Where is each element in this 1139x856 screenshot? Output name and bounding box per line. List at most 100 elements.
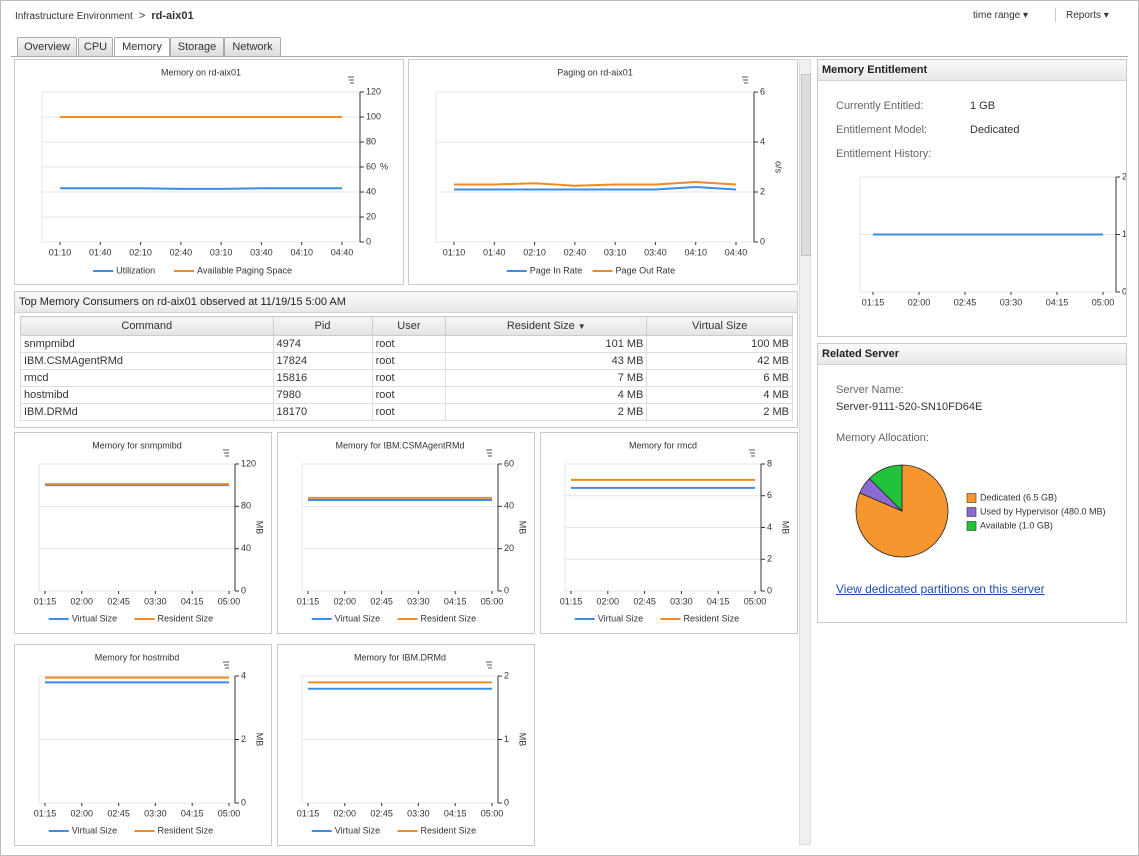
x-tick-label: 04:15 (444, 808, 467, 818)
legend-label: Resident Size (421, 613, 477, 623)
legend-label: Resident Size (684, 613, 740, 623)
chart-panel: Memory for hostmibd 0 2 4 MB 01:15 02:00 02:45 0… (14, 644, 272, 846)
pie-slice (868, 464, 903, 512)
table-cell: 4974 (272, 335, 373, 353)
tab[interactable]: Network (224, 37, 281, 56)
x-tick-label: 02:45 (954, 297, 977, 307)
legend-label: Page Out Rate (616, 265, 676, 275)
y-axis-label: MB (518, 521, 528, 535)
table-cell: 101 MB (445, 335, 648, 353)
x-tick-label: 01:10 (443, 247, 466, 257)
chart: Memory on rd-aix01 0 20 40 60 80 100 120% 01:10 0… (41, 67, 388, 275)
legend-swatch (966, 493, 977, 503)
table-cell: 7 MB (445, 369, 648, 387)
chart-menu-icon[interactable] (223, 661, 229, 669)
panel-title: Related Server (818, 344, 1126, 365)
related-server-panel: Dedicated (6.5 GB) Used by Hypervisor (48… (817, 343, 1127, 623)
chart-title: Memory for hostmibd (95, 652, 180, 662)
y-tick-label: 80 (366, 136, 376, 146)
column-header[interactable]: Resident Size ▼ (445, 316, 648, 336)
chart-menu-icon[interactable] (749, 449, 755, 457)
field-value: 1 GB (970, 100, 996, 112)
x-tick-label: 02:00 (334, 596, 357, 606)
table-cell: snmpmibd (20, 335, 274, 353)
legend-label: Resident Size (158, 613, 214, 623)
tab[interactable]: Storage (170, 37, 224, 56)
breadcrumb-parent[interactable]: Infrastructure Environment (15, 11, 133, 22)
column-header[interactable]: Pid (272, 316, 373, 336)
x-tick-label: 05:00 (218, 596, 241, 606)
y-tick-label: 0 (366, 236, 371, 246)
x-tick-label: 05:00 (744, 596, 767, 606)
chart-panel: Memory for IBM.CSMAgentRMd 0 20 40 60 MB 01:15… (277, 432, 535, 634)
table-cell: 18170 (272, 403, 373, 421)
field-label: Entitlement History: (836, 148, 932, 160)
y-axis-label: MB (781, 521, 791, 535)
y-tick-label: 4 (760, 136, 765, 146)
legend-label: Virtual Size (598, 613, 643, 623)
x-tick-label: 02:10 (523, 247, 546, 257)
x-tick-label: 03:30 (144, 808, 167, 818)
x-tick-label: 03:30 (144, 596, 167, 606)
x-tick-label: 01:40 (89, 247, 112, 257)
y-tick-label: 0 (760, 236, 765, 246)
chart-menu-icon[interactable] (486, 449, 492, 457)
consumers-table: Command Pid User Resident Size ▼ Virtual… (20, 316, 793, 421)
time-range-button[interactable]: time range ▾ (973, 10, 1029, 21)
x-tick-label: 02:45 (370, 808, 393, 818)
y-axis-label: MB (255, 521, 265, 535)
y-tick-label: 0 (504, 585, 509, 595)
x-tick-label: 03:30 (407, 596, 430, 606)
x-tick-label: 02:00 (597, 596, 620, 606)
table-cell: rmcd (20, 369, 274, 387)
column-header[interactable]: User (371, 316, 447, 336)
chart-menu-icon[interactable] (742, 76, 748, 84)
tab[interactable]: Overview (17, 37, 77, 56)
legend-label: Used by Hypervisor (480.0 MB) (980, 506, 1106, 516)
x-tick-label: 04:40 (331, 247, 354, 257)
field-value: Dedicated (970, 124, 1020, 136)
chart-menu-icon[interactable] (223, 449, 229, 457)
y-tick-label: 120 (366, 86, 381, 96)
y-tick-label: 2 (504, 670, 509, 680)
y-tick-label: 2 (241, 734, 246, 744)
reports-button[interactable]: Reports ▾ (1066, 10, 1109, 21)
x-tick-label: 01:15 (297, 596, 320, 606)
y-tick-label: 4 (241, 670, 246, 680)
x-tick-label: 04:10 (684, 247, 707, 257)
y-tick-label: 0 (504, 797, 509, 807)
y-tick-label: 120 (241, 458, 256, 468)
chart: Memory for IBM.DRMd 0 1 2 MB 01:15 02:00 02:45 0… (297, 652, 528, 835)
legend-label: Resident Size (158, 825, 214, 835)
y-tick-label: 0 (241, 585, 246, 595)
legend-label: Available Paging Space (197, 265, 292, 275)
time-range-label: time range (973, 10, 1021, 21)
partitions-link[interactable]: View dedicated partitions on this server (836, 582, 1045, 596)
chart: Dedicated (6.5 GB) Used by Hypervisor (48… (855, 464, 1106, 558)
tab[interactable]: Memory (114, 37, 170, 57)
scrollbar[interactable] (799, 59, 811, 845)
tab[interactable]: CPU (78, 37, 113, 56)
x-tick-label: 04:15 (707, 596, 730, 606)
y-tick-label: 2 (760, 186, 765, 196)
chart-menu-icon[interactable] (486, 661, 492, 669)
scrollbar-thumb[interactable] (801, 74, 811, 256)
chart-title: Memory for IBM.CSMAgentRMd (335, 440, 464, 450)
table-row: snmpmibd 4974 root 101 MB 100 MB (20, 335, 793, 353)
table-cell: 2 MB (646, 403, 793, 421)
field-label: Memory Allocation: (836, 432, 929, 444)
y-axis-label: MB (255, 733, 265, 747)
x-tick-label: 02:45 (370, 596, 393, 606)
table-row: IBM.CSMAgentRMd 17824 root 43 MB 42 MB (20, 352, 793, 370)
chart-menu-icon[interactable] (348, 76, 354, 84)
table-cell: 100 MB (646, 335, 793, 353)
x-tick-label: 01:15 (862, 297, 885, 307)
y-tick-label: 60 (366, 161, 376, 171)
column-header[interactable]: Command (20, 316, 274, 336)
x-tick-label: 01:15 (34, 596, 57, 606)
y-axis-label: o/s (774, 161, 784, 174)
x-tick-label: 02:45 (107, 808, 130, 818)
header-row: Command Pid User Resident Size ▼ Virtual… (20, 316, 793, 336)
column-header[interactable]: Virtual Size (646, 316, 793, 336)
consumers-panel: Top Memory Consumers on rd-aix01 observe… (14, 291, 798, 428)
